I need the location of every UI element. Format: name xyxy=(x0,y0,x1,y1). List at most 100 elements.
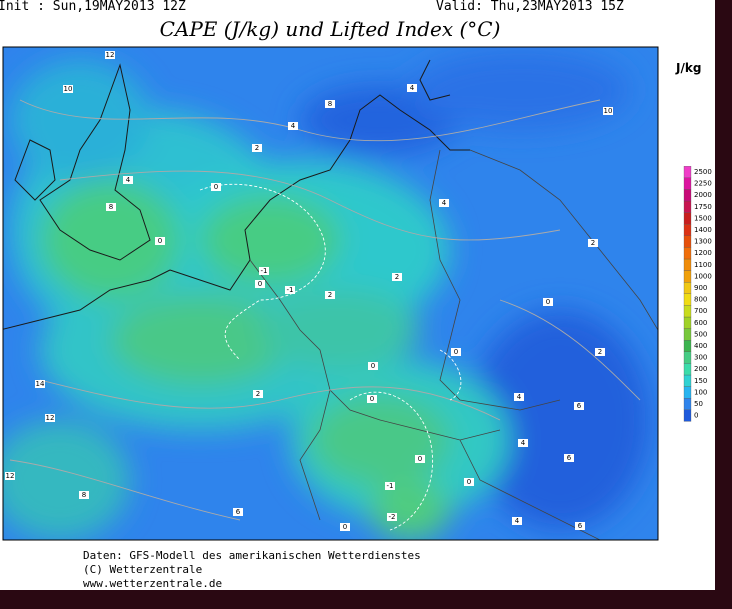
colorbar-swatch xyxy=(683,374,692,387)
colorbar-label: 300 xyxy=(694,354,707,362)
contour-label: 2 xyxy=(328,291,332,299)
contour-label: 2 xyxy=(255,144,259,152)
legend-unit: J/kg xyxy=(675,61,701,75)
contour-label-box xyxy=(575,522,585,530)
colorbar-label: 100 xyxy=(694,388,707,396)
colorbar-label: 1200 xyxy=(694,249,712,257)
contour-label-box xyxy=(35,380,45,388)
lifted-index-contours xyxy=(9,99,641,521)
page: Init : Sun,19MAY2013 12Z Valid: Thu,23MA… xyxy=(0,0,715,590)
contour-label-box xyxy=(543,298,553,306)
colorbar-swatch xyxy=(683,351,692,364)
colorbar-swatch xyxy=(683,282,692,294)
contour-label: 4 xyxy=(291,122,296,130)
contour-label: 4 xyxy=(521,439,526,447)
contour-label: 0 xyxy=(546,298,550,306)
contour-label-box xyxy=(288,122,298,130)
contour-label-box xyxy=(595,348,605,356)
contour-label: -1 xyxy=(387,482,394,490)
colorbar: 0 50 100 150 200 300 400 500 600 700 800 900 1000 110… xyxy=(683,166,712,422)
contour-label: 4 xyxy=(515,517,520,525)
colorbar-swatch xyxy=(683,212,692,225)
contour-label: 2 xyxy=(395,273,399,281)
contour-label-box xyxy=(255,280,265,288)
contour-label: 6 xyxy=(577,402,582,410)
footer-line: Daten: GFS-Modell des amerikanischen Wet… xyxy=(83,549,421,562)
contour-label-box xyxy=(367,395,377,403)
contour-label-box xyxy=(574,402,584,410)
colorbar-label: 900 xyxy=(694,284,707,292)
contour-label-box xyxy=(385,482,395,490)
colorbar-label: 2500 xyxy=(694,168,712,176)
contour-label: 0 xyxy=(454,348,458,356)
contour-label: 0 xyxy=(214,183,218,191)
contour-label: 10 xyxy=(604,107,613,115)
footer-line: www.wetterzentrale.de xyxy=(83,577,222,590)
contour-label: 0 xyxy=(343,523,347,531)
contour-label: 6 xyxy=(236,508,241,516)
contour-label-box xyxy=(518,439,528,447)
colorbar-label: 50 xyxy=(694,400,703,408)
contour-label-box xyxy=(259,267,269,275)
contour-label-box xyxy=(368,362,378,370)
contour-label-box xyxy=(564,454,574,462)
colorbar-swatch xyxy=(683,328,692,341)
contour-label: 4 xyxy=(442,199,447,207)
contour-label: 8 xyxy=(82,491,86,499)
contour-label: 14 xyxy=(36,380,45,388)
contour-label-box xyxy=(464,478,474,486)
colorbar-swatch xyxy=(683,270,692,283)
colorbar-swatch xyxy=(683,200,692,213)
contour-label: 0 xyxy=(158,237,162,245)
contour-label-box xyxy=(512,517,522,525)
contour-label-box xyxy=(387,513,397,521)
contour-label: 2 xyxy=(256,390,260,398)
contour-label: 6 xyxy=(567,454,572,462)
colorbar-swatch xyxy=(683,305,692,318)
colorbar-label: 800 xyxy=(694,296,707,304)
contour-label-box xyxy=(285,286,295,294)
zero-contours xyxy=(199,183,462,531)
contour-label-box xyxy=(155,237,165,245)
contour-label-box xyxy=(63,85,73,93)
colorbar-swatch xyxy=(683,247,692,260)
contour-label: 8 xyxy=(328,100,332,108)
colorbar-label: 2000 xyxy=(694,191,712,199)
colorbar-label: 1500 xyxy=(694,214,712,222)
colorbar-swatch xyxy=(683,316,692,329)
contour-label-box xyxy=(233,508,243,516)
contour-label: 4 xyxy=(126,176,131,184)
colorbar-label: 1300 xyxy=(694,238,712,246)
valid-time: Valid: Thu,23MAY2013 15Z xyxy=(436,0,624,14)
colorbar-swatch xyxy=(683,398,692,410)
contour-label-box xyxy=(514,393,524,401)
colorbar-label: 1000 xyxy=(694,272,712,280)
colorbar-swatch xyxy=(683,363,692,376)
contour-label: 12 xyxy=(106,51,115,59)
contour-label-box xyxy=(340,523,350,531)
colorbar-label: 1100 xyxy=(694,261,712,269)
contour-label: 4 xyxy=(410,84,415,92)
colorbar-label: 150 xyxy=(694,377,707,385)
contour-label-box xyxy=(123,176,133,184)
colorbar-swatch xyxy=(683,235,692,248)
contour-label: 8 xyxy=(109,203,113,211)
init-time: Init : Sun,19MAY2013 12Z xyxy=(0,0,186,14)
contour-label-box xyxy=(325,291,335,299)
colorbar-swatch xyxy=(683,293,692,306)
colorbar-swatch xyxy=(683,189,692,202)
contour-label-box xyxy=(392,273,402,281)
contour-label-box xyxy=(211,183,221,191)
contour-label-box xyxy=(45,414,55,422)
contour-label: 10 xyxy=(64,85,73,93)
colorbar-swatch xyxy=(683,177,692,190)
contour-label-box xyxy=(588,239,598,247)
contour-label: 0 xyxy=(418,455,422,463)
borders xyxy=(249,149,658,540)
contour-label-box xyxy=(325,100,335,108)
contour-label: 12 xyxy=(6,472,15,480)
colorbar-swatch xyxy=(683,409,692,422)
contour-label-box xyxy=(407,84,417,92)
contour-label: -2 xyxy=(389,513,396,521)
contour-label: 6 xyxy=(578,522,583,530)
